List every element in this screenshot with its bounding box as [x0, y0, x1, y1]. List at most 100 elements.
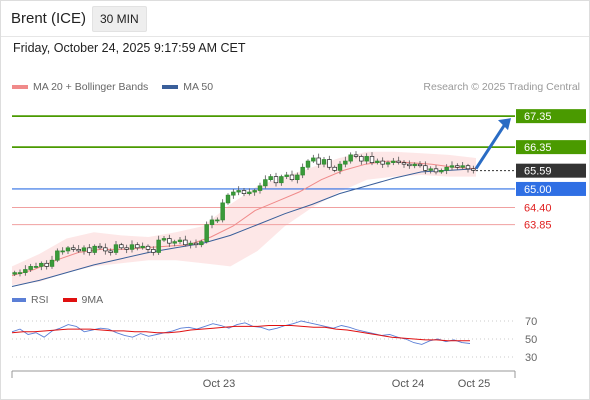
candle — [215, 219, 220, 222]
candle — [17, 272, 23, 274]
candle — [369, 156, 375, 163]
candle — [465, 165, 471, 170]
candle — [401, 162, 407, 165]
candle — [140, 245, 145, 249]
candle — [257, 185, 263, 191]
candle — [359, 156, 364, 162]
candle — [28, 266, 33, 270]
candle — [49, 259, 55, 267]
candle — [55, 250, 60, 261]
candle — [412, 163, 417, 167]
candle — [471, 168, 476, 171]
candle — [327, 159, 332, 168]
legend-item-ma50: MA 50 — [162, 81, 213, 93]
candle — [391, 160, 396, 163]
candle — [23, 269, 28, 273]
candle — [241, 190, 247, 194]
candle — [439, 170, 444, 173]
candle — [108, 250, 113, 253]
price-legend: MA 20 + Bollinger Bands MA 50 — [12, 81, 227, 93]
candle — [305, 160, 311, 168]
instrument-title: Brent (ICE) — [11, 10, 87, 27]
candles — [12, 151, 476, 277]
ma20-swatch — [12, 85, 28, 89]
level-label-64.40: 64.40 — [524, 203, 552, 215]
candle — [236, 190, 241, 193]
candle — [295, 174, 300, 181]
candle — [81, 247, 87, 252]
candle — [407, 163, 412, 167]
candle — [268, 176, 273, 181]
candle — [343, 160, 348, 165]
candle — [460, 165, 465, 168]
rsi-tick-70: 70 — [525, 316, 537, 328]
chart-timestamp: Friday, October 24, 2025 9:17:59 AM CET — [13, 41, 246, 55]
candle — [188, 242, 193, 246]
candle — [444, 166, 449, 171]
candle — [364, 156, 369, 162]
candle — [433, 168, 439, 173]
candle — [337, 163, 343, 171]
candle — [300, 166, 305, 176]
candle — [209, 219, 215, 225]
candle — [225, 194, 231, 204]
legend-label-ma50: MA 50 — [183, 81, 214, 93]
candle — [129, 244, 135, 250]
candle — [135, 244, 140, 249]
candle — [161, 238, 167, 241]
rsi-line — [11, 320, 471, 345]
candle — [60, 250, 65, 253]
chart-header: Brent (ICE) 30 MIN — [0, 0, 590, 37]
candle — [284, 174, 289, 177]
level-tag-66.35 — [516, 140, 586, 155]
candle — [44, 262, 49, 267]
level-tag-65.00 — [516, 181, 586, 196]
candle — [76, 249, 81, 252]
ma50-line — [11, 168, 477, 287]
interval-button[interactable]: 30 MIN — [92, 6, 147, 32]
legend-label-9ma: 9MA — [81, 294, 104, 306]
last-price-label: 65.59 — [524, 166, 552, 178]
x-tick-label: Oct 25 — [458, 378, 490, 390]
legend-label-rsi: RSI — [31, 294, 49, 306]
candle — [97, 245, 103, 249]
candle — [353, 154, 359, 157]
rsi-ma9-line — [11, 325, 470, 342]
ma50-swatch — [162, 85, 179, 89]
candle — [423, 165, 428, 171]
rsi-swatch — [12, 298, 26, 302]
level-label-63.85: 63.85 — [524, 220, 552, 232]
candle — [183, 239, 188, 246]
x-tick-label: Oct 24 — [392, 378, 424, 390]
candle — [247, 191, 252, 194]
candle — [113, 244, 119, 253]
candle — [204, 224, 209, 242]
level-label-66.35: 66.35 — [524, 142, 552, 154]
candle — [119, 244, 124, 249]
rsi-legend: RSI 9MA — [12, 294, 117, 306]
trend-arrow-shaft — [474, 123, 507, 170]
candle — [316, 157, 321, 165]
candle — [231, 191, 236, 196]
candle — [417, 163, 423, 167]
candle — [375, 160, 380, 163]
candle — [311, 157, 316, 162]
candle — [12, 272, 17, 275]
legend-label-ma20: MA 20 + Bollinger Bands — [33, 81, 149, 93]
rsi-tick-50: 50 — [525, 334, 537, 346]
candle — [177, 239, 183, 242]
candle — [193, 242, 199, 246]
candle — [428, 168, 433, 171]
research-credit: Research © 2025 Trading Central — [423, 81, 580, 93]
candle — [273, 176, 279, 184]
candle — [455, 165, 460, 168]
candle — [172, 241, 177, 244]
candle — [449, 165, 455, 168]
candle — [220, 202, 225, 221]
candle — [156, 239, 161, 253]
candle — [39, 262, 44, 267]
last-price-tag — [516, 163, 586, 178]
candle — [380, 160, 385, 165]
candle — [151, 249, 156, 253]
